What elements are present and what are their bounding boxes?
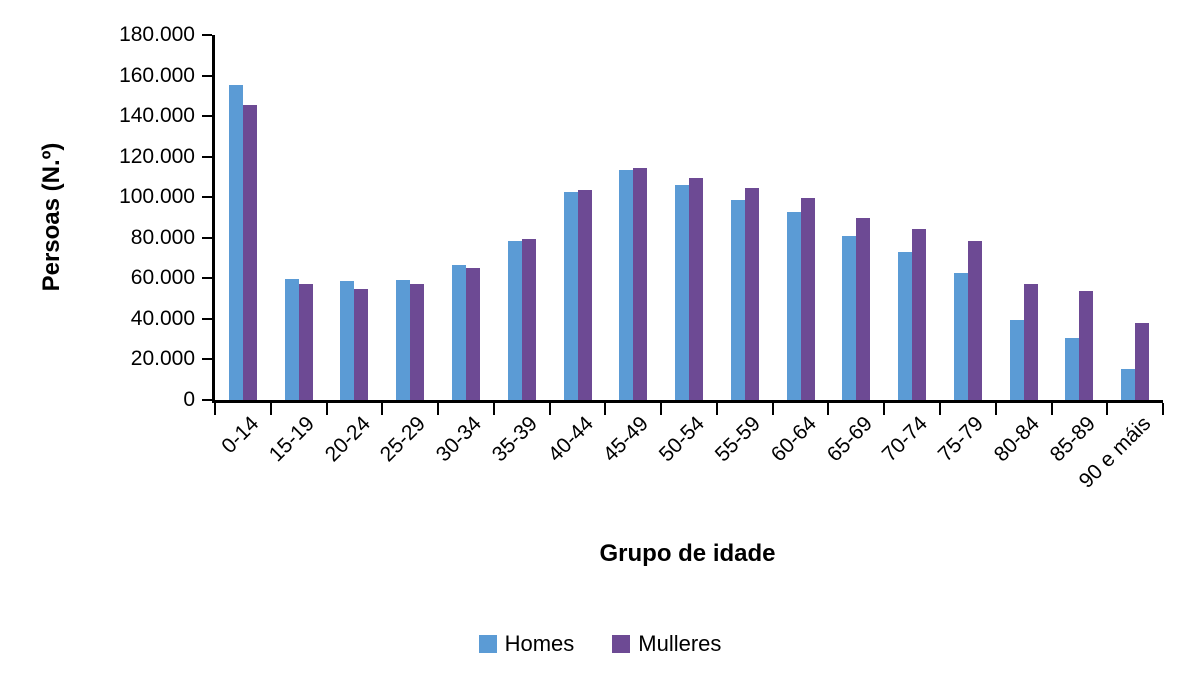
legend-label-homes: Homes <box>504 631 575 656</box>
x-category-label: 60-64 <box>766 412 821 467</box>
x-category-label: 35-39 <box>487 412 542 467</box>
y-tick-mark <box>202 196 212 199</box>
x-category-label: 30-34 <box>431 412 487 467</box>
x-tick-mark <box>883 403 886 415</box>
y-tick-mark <box>202 358 212 361</box>
x-tick-mark <box>1162 403 1164 415</box>
x-category-label: 45-49 <box>599 412 654 467</box>
legend: Homes Mulleres <box>0 631 1200 657</box>
x-tick-mark <box>660 403 663 415</box>
bar-mulleres-45-49 <box>633 167 648 400</box>
x-category-label: 65-69 <box>822 412 877 467</box>
bar-homes-75-79 <box>953 273 968 400</box>
y-tick-label: 120.000 <box>119 144 195 168</box>
bar-homes-60-64 <box>786 212 801 400</box>
bar-homes-40-44 <box>563 192 578 400</box>
x-tick-mark <box>771 403 774 415</box>
x-tick-mark <box>325 403 328 415</box>
bar-homes-30-34 <box>451 265 466 400</box>
y-tick-label: 80.000 <box>130 225 195 249</box>
bar-mulleres-50-54 <box>689 178 703 400</box>
y-tick-label: 0 <box>183 388 195 411</box>
y-tick-mark <box>202 399 212 401</box>
bar-mulleres-25-29 <box>410 284 425 400</box>
y-tick-mark <box>202 155 212 158</box>
bar-mulleres-85-89 <box>1079 290 1094 400</box>
legend-swatch-mulleres <box>612 635 631 653</box>
x-tick-mark <box>437 403 440 415</box>
y-tick-mark <box>202 236 212 239</box>
bar-homes-45-49 <box>619 169 634 400</box>
y-tick-label: 40.000 <box>130 306 195 330</box>
y-tick-mark <box>202 74 212 77</box>
y-tick-label: 20.000 <box>130 347 195 371</box>
bar-mulleres-80-84 <box>1023 284 1038 400</box>
y-tick-label: 160.000 <box>119 63 195 87</box>
x-tick-mark <box>604 403 607 415</box>
legend-item-homes: Homes <box>478 631 575 657</box>
x-category-label: 75-79 <box>933 412 989 467</box>
y-tick-label: 60.000 <box>130 266 195 290</box>
x-tick-mark <box>827 403 830 415</box>
bar-mulleres-15-19 <box>298 284 313 400</box>
bar-homes-55-59 <box>730 200 745 400</box>
bar-mulleres-75-79 <box>967 240 982 400</box>
y-tick-label: 100.000 <box>119 185 195 209</box>
bar-homes-15-19 <box>284 279 299 400</box>
bar-mulleres-0-14 <box>242 105 257 400</box>
x-axis-title: Grupo de idade <box>599 540 776 567</box>
bar-homes-70-74 <box>898 252 913 400</box>
x-category-label: 70-74 <box>878 412 933 467</box>
bar-homes-65-69 <box>842 235 857 400</box>
bar-homes-80-84 <box>1009 319 1024 400</box>
bar-mulleres-30-34 <box>465 268 480 400</box>
legend-label-mulleres: Mulleres <box>638 631 722 656</box>
x-category-label: 50-54 <box>655 412 710 467</box>
bar-homes-35-39 <box>507 240 522 400</box>
bar-mulleres-20-24 <box>354 288 369 400</box>
x-tick-mark <box>214 403 216 415</box>
x-category-label: 0-14 <box>217 412 264 458</box>
bar-mulleres-35-39 <box>521 238 536 400</box>
y-tick-mark <box>202 277 212 280</box>
bar-homes-0-14 <box>228 84 243 400</box>
bar-mulleres-90 e máis <box>1135 322 1150 400</box>
legend-swatch-homes <box>478 635 497 653</box>
y-tick-label: 140.000 <box>119 104 195 128</box>
bar-homes-20-24 <box>340 281 355 400</box>
y-tick-mark <box>202 317 212 320</box>
bar-mulleres-40-44 <box>577 190 592 400</box>
y-tick-mark <box>202 115 212 118</box>
y-tick-label: 180.000 <box>119 23 195 46</box>
x-tick-mark <box>938 403 941 415</box>
x-category-label: 80-84 <box>989 412 1044 467</box>
bar-homes-90 e máis <box>1121 368 1136 400</box>
x-tick-mark <box>715 403 718 415</box>
plot-area: 0 20.000 40.000 60.000 80.000 100.000 120.000 1… <box>119 23 1164 493</box>
bar-homes-85-89 <box>1065 338 1080 400</box>
x-tick-mark <box>269 403 272 415</box>
x-category-label: 40-44 <box>543 412 598 467</box>
x-tick-mark <box>492 403 495 415</box>
x-tick-mark <box>548 403 551 415</box>
legend-item-mulleres: Mulleres <box>612 631 721 657</box>
y-tick-mark <box>202 34 212 36</box>
x-category-label: 15-19 <box>264 412 319 467</box>
x-category-label: 20-24 <box>320 412 375 467</box>
x-tick-mark <box>1106 403 1109 415</box>
bar-mulleres-70-74 <box>912 228 927 400</box>
bar-homes-50-54 <box>675 185 689 400</box>
x-category-label: 25-29 <box>376 412 431 467</box>
x-category-label: 55-59 <box>710 412 766 467</box>
x-tick-mark <box>1050 403 1053 415</box>
bar-mulleres-55-59 <box>744 188 759 400</box>
x-tick-mark <box>381 403 384 415</box>
bar-mulleres-65-69 <box>856 217 871 400</box>
bar-mulleres-60-64 <box>800 198 815 400</box>
x-tick-mark <box>994 403 997 415</box>
bar-homes-25-29 <box>396 280 411 400</box>
